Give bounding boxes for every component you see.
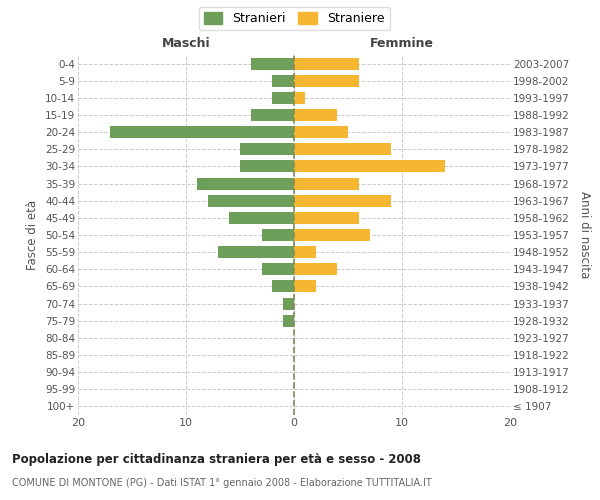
Bar — [294, 229, 370, 241]
Legend: Stranieri, Straniere: Stranieri, Straniere — [199, 8, 389, 30]
Text: Popolazione per cittadinanza straniera per età e sesso - 2008: Popolazione per cittadinanza straniera p… — [12, 452, 421, 466]
Text: Femmine: Femmine — [370, 37, 434, 50]
Bar — [272, 280, 294, 292]
Bar — [294, 194, 391, 206]
Bar — [283, 298, 294, 310]
Bar — [272, 92, 294, 104]
Bar — [294, 264, 337, 276]
Bar — [262, 264, 294, 276]
Bar — [294, 178, 359, 190]
Text: Maschi: Maschi — [161, 37, 211, 50]
Bar — [208, 194, 294, 206]
Bar — [294, 280, 316, 292]
Bar — [294, 126, 348, 138]
Bar — [197, 178, 294, 190]
Bar — [294, 92, 305, 104]
Bar — [229, 212, 294, 224]
Bar — [283, 314, 294, 326]
Bar — [251, 58, 294, 70]
Bar — [294, 58, 359, 70]
Bar — [240, 144, 294, 156]
Bar — [110, 126, 294, 138]
Bar — [294, 109, 337, 121]
Bar — [272, 74, 294, 86]
Bar — [240, 160, 294, 172]
Bar — [294, 212, 359, 224]
Bar — [294, 144, 391, 156]
Bar — [294, 160, 445, 172]
Y-axis label: Anni di nascita: Anni di nascita — [578, 192, 591, 278]
Bar — [294, 74, 359, 86]
Bar — [294, 246, 316, 258]
Y-axis label: Fasce di età: Fasce di età — [26, 200, 40, 270]
Bar — [251, 109, 294, 121]
Text: COMUNE DI MONTONE (PG) - Dati ISTAT 1° gennaio 2008 - Elaborazione TUTTITALIA.IT: COMUNE DI MONTONE (PG) - Dati ISTAT 1° g… — [12, 478, 432, 488]
Bar — [218, 246, 294, 258]
Bar — [262, 229, 294, 241]
